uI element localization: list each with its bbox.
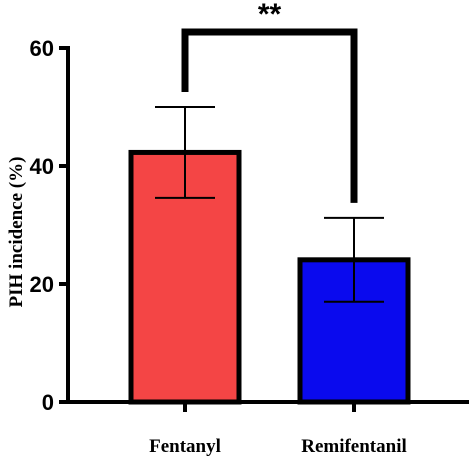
y-tick-label-40: 40 <box>30 154 54 179</box>
x-tick-label-fentanyl: Fentanyl <box>149 436 221 457</box>
error-bars-group <box>155 106 384 303</box>
error-bar-remifentanil <box>324 216 384 303</box>
significance-bracket-group: ** <box>181 0 358 203</box>
y-tick-label-60: 60 <box>30 36 54 61</box>
significance-bracket <box>181 28 358 203</box>
x-tick-label-remifentanil: Remifentanil <box>301 436 407 457</box>
y-axis-title: PIH incidence (%) <box>6 157 27 308</box>
y-tick-label-20: 20 <box>30 272 54 297</box>
error-bar-fentanyl <box>155 106 215 199</box>
bars-group <box>128 149 411 405</box>
significance-label: ** <box>258 0 282 31</box>
y-tick-label-0: 0 <box>42 390 54 415</box>
